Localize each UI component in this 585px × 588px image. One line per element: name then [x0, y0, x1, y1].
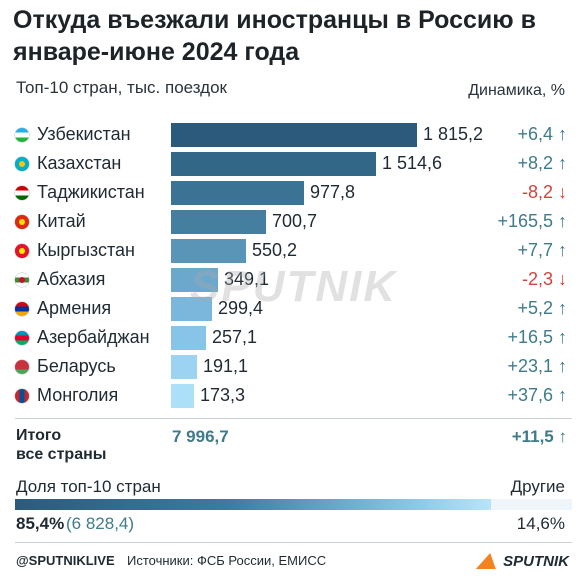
dynamics-label: +165,5 ↑ [497, 211, 567, 231]
armenia-flag-icon [15, 302, 29, 316]
bar [171, 268, 218, 292]
bar [171, 326, 206, 350]
category-label: Узбекистан [37, 124, 131, 144]
total-value: 7 996,7 [172, 427, 229, 446]
top10-share-absolute: (6 828,4) [66, 514, 135, 533]
chart-row: Азербайджан 257,1 +16,5 ↑ [0, 326, 585, 350]
share-bar [15, 499, 572, 510]
data-label: 257,1 [212, 327, 258, 347]
chart-row: Абхазия 349,1 -2,3 ↓ [0, 268, 585, 292]
data-label: 191,1 [203, 356, 249, 376]
footer-handle[interactable]: @SPUTNIKLIVE [16, 553, 115, 568]
dynamics-label: +7,7 ↑ [517, 240, 567, 260]
bar [171, 355, 197, 379]
data-label: 977,8 [310, 182, 356, 202]
azerbaijan-flag-icon [15, 331, 29, 345]
chart-row: Казахстан 1 514,6 +8,2 ↑ [0, 152, 585, 176]
total-label: Итого все страны [16, 427, 107, 463]
sputnik-logo: SPUTNIK [476, 550, 569, 572]
dynamics-label: +16,5 ↑ [507, 327, 567, 347]
kyrgyzstan-flag-icon [15, 244, 29, 258]
bar [171, 210, 266, 234]
chart-row: Узбекистан 1 815,2 +6,4 ↑ [0, 123, 585, 147]
chart-row: Кыргызстан 550,2 +7,7 ↑ [0, 239, 585, 263]
other-share-percent: 14,6% [516, 514, 565, 533]
mongolia-flag-icon [15, 389, 29, 403]
share-bar-fill [15, 499, 491, 510]
dynamics-label: +6,4 ↑ [517, 124, 567, 144]
bar [171, 239, 246, 263]
data-label: 349,1 [224, 269, 270, 289]
sputnik-logo-text: SPUTNIK [503, 552, 569, 570]
belarus-flag-icon [15, 360, 29, 374]
kazakhstan-flag-icon [15, 157, 29, 171]
category-label: Армения [37, 298, 112, 318]
china-flag-icon [15, 215, 29, 229]
data-label: 173,3 [200, 385, 246, 405]
bar [171, 297, 212, 321]
data-label: 550,2 [252, 240, 298, 260]
category-label: Абхазия [37, 269, 106, 289]
bar [171, 384, 194, 408]
data-label: 1 815,2 [423, 124, 484, 144]
category-label: Таджикистан [37, 182, 145, 202]
watermark: SPUTNIK [190, 262, 398, 311]
dynamics-label: +5,2 ↑ [517, 298, 567, 318]
dynamics-label: +37,6 ↑ [507, 385, 567, 405]
tajikistan-flag-icon [15, 186, 29, 200]
dynamics-label: -8,2 ↓ [521, 182, 567, 202]
category-label: Азербайджан [37, 327, 150, 347]
chart-row: Китай 700,7 +165,5 ↑ [0, 210, 585, 234]
chart-row: Беларусь 191,1 +23,1 ↑ [0, 355, 585, 379]
footer-source: Источники: ФСБ России, ЕМИСС [127, 553, 327, 568]
category-label: Казахстан [37, 153, 122, 173]
category-label: Беларусь [37, 356, 116, 376]
bar [171, 152, 376, 176]
data-label: 700,7 [272, 211, 318, 231]
bar [171, 181, 304, 205]
dynamics-header: Динамика, % [468, 82, 565, 99]
data-label: 1 514,6 [382, 153, 443, 173]
abkhazia-flag-icon [15, 273, 29, 287]
chart-subtitle: Топ-10 стран, тыс. поездок [16, 78, 227, 97]
dynamics-label: -2,3 ↓ [521, 269, 567, 289]
dynamics-label: +8,2 ↑ [517, 153, 567, 173]
category-label: Монголия [37, 385, 119, 405]
share-label: Доля топ-10 стран [16, 477, 161, 496]
total-dynamics: +11,5 ↑ [511, 427, 567, 446]
category-label: Китай [37, 211, 86, 231]
bar [171, 123, 417, 147]
other-label: Другие [510, 477, 565, 496]
chart-row: Таджикистан 977,8 -8,2 ↓ [0, 181, 585, 205]
chart-title: Откуда въезжали иностранцы в Россию в ян… [13, 6, 536, 66]
dynamics-label: +23,1 ↑ [507, 356, 567, 376]
footer-divider [15, 542, 572, 543]
sputnik-logo-icon [476, 553, 501, 569]
divider [15, 418, 572, 419]
category-label: Кыргызстан [37, 240, 135, 260]
chart-row: Монголия 173,3 +37,6 ↑ [0, 384, 585, 408]
top10-share-percent: 85,4% [16, 514, 65, 533]
data-label: 299,4 [218, 298, 264, 318]
chart-row: Армения 299,4 +5,2 ↑ [0, 297, 585, 321]
uzbekistan-flag-icon [15, 128, 29, 142]
